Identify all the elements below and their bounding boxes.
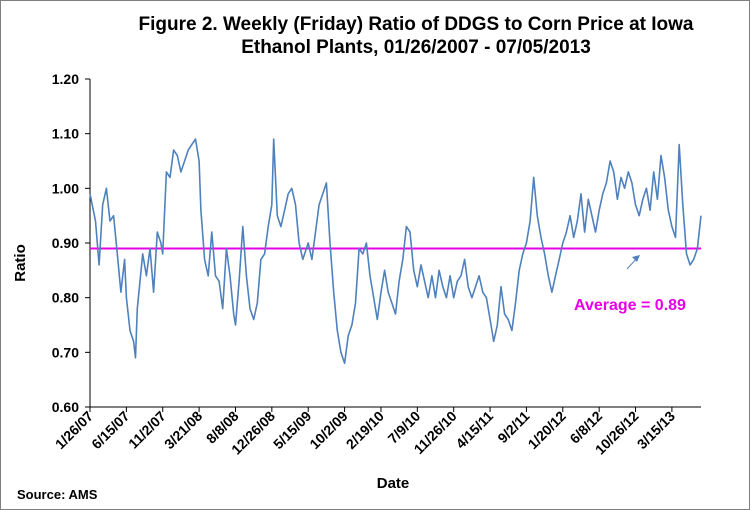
x-tick-label: 4/15/11 bbox=[452, 408, 496, 452]
y-tick-label: 0.90 bbox=[52, 235, 79, 251]
x-tick-label: 3/15/13 bbox=[634, 408, 678, 452]
axes-group bbox=[89, 79, 701, 408]
average-annotation-label: Average = 0.89 bbox=[574, 297, 686, 314]
y-tick-label: 0.80 bbox=[52, 290, 79, 306]
y-tick-label: 0.60 bbox=[52, 399, 79, 415]
x-tick-label: 10/2/09 bbox=[306, 408, 350, 452]
average-annotation-arrowhead bbox=[632, 255, 640, 262]
chart-title-line-2: Ethanol Plants, 01/26/2007 - 07/05/2013 bbox=[241, 37, 591, 58]
x-tick-label: 3/21/08 bbox=[161, 408, 205, 452]
y-axis-title: Ratio bbox=[12, 244, 29, 282]
chart-title: Figure 2. Weekly (Friday) Ratio of DDGS … bbox=[76, 13, 750, 59]
y-tick-label: 1.00 bbox=[52, 180, 79, 196]
source-note: Source: AMS bbox=[17, 487, 98, 502]
x-axis-title: Date bbox=[377, 475, 410, 492]
x-tick-label: 5/15/09 bbox=[270, 408, 314, 452]
x-ticks: 1/26/076/15/0711/2/073/21/088/8/0812/26/… bbox=[52, 407, 678, 458]
x-tick-label: 1/20/12 bbox=[525, 408, 569, 452]
x-tick-label: 6/15/07 bbox=[88, 408, 132, 452]
series-line-ddgs-corn-ratio bbox=[89, 138, 702, 365]
y-ticks: 0.60 0.70 0.80 0.90 1.00 1.10 1.20 bbox=[52, 71, 90, 415]
chart-title-line-1: Figure 2. Weekly (Friday) Ratio of DDGS … bbox=[138, 14, 694, 35]
y-tick-label: 1.20 bbox=[52, 71, 79, 87]
y-tick-label: 1.10 bbox=[52, 126, 79, 142]
x-tick-label: 2/19/10 bbox=[343, 408, 387, 452]
x-tick-label: 11/2/07 bbox=[125, 408, 169, 452]
y-tick-label: 0.70 bbox=[52, 344, 79, 360]
